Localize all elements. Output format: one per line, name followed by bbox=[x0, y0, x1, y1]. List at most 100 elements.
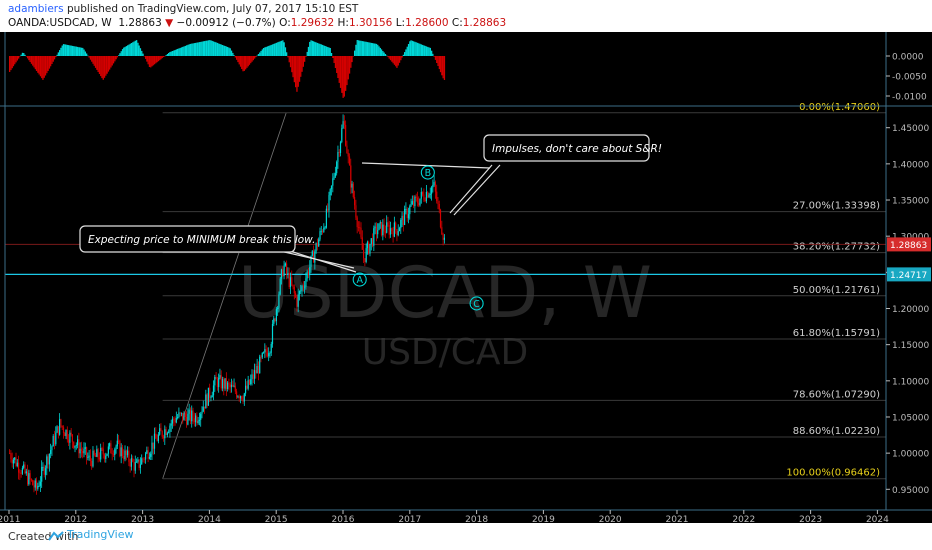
symbol-name[interactable]: OANDA:USDCAD, W bbox=[8, 17, 112, 29]
oscillator-bar bbox=[427, 46, 429, 56]
callout-pointer-line bbox=[361, 162, 491, 169]
candle-body bbox=[355, 205, 357, 218]
time-axis[interactable]: 2011 2012 2013 2014 2015 2016 2017 2018 2019 2020… bbox=[0, 509, 932, 523]
candle-body bbox=[256, 366, 258, 374]
fib-level-label[interactable]: 100.00%(0.96462) bbox=[786, 468, 880, 479]
fib-level-label[interactable]: 38.20%(1.27732) bbox=[793, 242, 880, 253]
callout-box-expecting[interactable] bbox=[79, 225, 296, 253]
candle-body bbox=[227, 382, 229, 389]
oscillator-bar bbox=[319, 43, 321, 56]
oscillator-bar bbox=[177, 48, 179, 56]
candle-body bbox=[437, 201, 439, 204]
candle-body bbox=[103, 454, 106, 459]
oscillator-bar bbox=[280, 40, 283, 56]
candle-body bbox=[287, 272, 289, 274]
fib-level-label[interactable]: 78.60%(1.07290) bbox=[793, 389, 880, 400]
wave-label-circle[interactable] bbox=[352, 272, 367, 287]
candle-body bbox=[266, 352, 268, 357]
fib-level-label[interactable]: 0.00%(1.47060) bbox=[799, 102, 880, 113]
oscillator-bar bbox=[247, 56, 249, 67]
price-tick-label: 1.20000 bbox=[892, 305, 929, 315]
oscillator-bar bbox=[180, 47, 183, 56]
oscillator-bar bbox=[333, 56, 335, 63]
oscillator-bar bbox=[289, 56, 292, 68]
wave-label-text[interactable]: A bbox=[356, 275, 363, 286]
price-tick-label: 1.15000 bbox=[892, 341, 929, 351]
tradingview-brand[interactable]: TradingView bbox=[67, 528, 134, 541]
candle-body bbox=[386, 222, 388, 233]
candle-body bbox=[254, 370, 256, 379]
oscillator-bar bbox=[192, 43, 194, 56]
candle-body bbox=[151, 442, 153, 454]
oscillator-bar bbox=[56, 54, 58, 56]
candle-body bbox=[352, 183, 354, 198]
callout-text-expecting[interactable]: Expecting price to MINIMUM break this lo… bbox=[88, 234, 315, 246]
candle-body bbox=[12, 459, 14, 464]
oscillator-bar bbox=[323, 45, 325, 56]
candle-body bbox=[302, 286, 304, 288]
fib-level-label[interactable]: 50.00%(1.21761) bbox=[793, 285, 880, 296]
oscillator-bar bbox=[262, 48, 265, 56]
candle-body bbox=[173, 418, 175, 421]
oscillator-bar bbox=[11, 56, 13, 69]
candle-body bbox=[250, 379, 252, 385]
candle-body bbox=[389, 228, 392, 235]
oscillator-pane[interactable] bbox=[9, 40, 446, 98]
oscillator-bar bbox=[314, 41, 316, 56]
fib-retracement[interactable]: 0.00%(1.47060) 27.00%(1.33398) 38.20%(1.27… bbox=[5, 102, 886, 480]
candle-body bbox=[218, 377, 220, 388]
chart-canvas[interactable]: USDCAD, W USD/CAD 0.00%(1.47060)27.00%(1… bbox=[0, 32, 932, 523]
wave-label-text[interactable]: B bbox=[425, 168, 432, 179]
candle-body bbox=[283, 265, 285, 277]
wave-label-text[interactable]: C bbox=[473, 299, 480, 310]
candle-body bbox=[442, 234, 444, 240]
oscillator-bar bbox=[232, 52, 234, 56]
high-value: 1.30156 bbox=[348, 17, 393, 29]
oscillator-bar bbox=[227, 47, 229, 56]
oscillator-bar bbox=[416, 42, 419, 56]
oscillator-bar bbox=[121, 49, 124, 56]
wave-label-circle[interactable] bbox=[469, 296, 484, 311]
candle-body bbox=[269, 352, 271, 354]
callout-box-impulses[interactable] bbox=[483, 134, 650, 162]
high-label: H: bbox=[337, 17, 349, 29]
candle-body bbox=[9, 453, 11, 454]
oscillator-bar bbox=[296, 56, 298, 92]
oscillator-bar bbox=[87, 55, 89, 57]
oscillator-bar bbox=[9, 56, 11, 72]
oscillator-bar bbox=[301, 56, 303, 72]
fib-level-label[interactable]: 88.60%(1.02230) bbox=[793, 426, 880, 437]
candle-body bbox=[46, 456, 48, 469]
candle-body bbox=[121, 447, 124, 456]
wave-label-circle[interactable] bbox=[420, 165, 435, 180]
oscillator-bar bbox=[337, 56, 339, 78]
candle-body bbox=[157, 434, 159, 442]
oscillator-bar bbox=[238, 56, 240, 65]
oscillator-bar bbox=[264, 47, 266, 56]
author-link[interactable]: adambiers bbox=[8, 3, 64, 15]
candle-body bbox=[301, 286, 303, 291]
oscillator-bar bbox=[278, 41, 280, 56]
oscillator-bar bbox=[127, 45, 129, 56]
candle-body bbox=[398, 228, 401, 232]
fib-level-label[interactable]: 27.00%(1.33398) bbox=[793, 201, 880, 212]
oscillator-bar bbox=[61, 45, 63, 56]
oscillator-bar bbox=[114, 56, 116, 62]
candle-body bbox=[23, 464, 25, 468]
candle-body bbox=[236, 391, 238, 398]
oscillator-bar bbox=[68, 45, 70, 56]
candle-body bbox=[83, 448, 85, 454]
fib-level-label[interactable]: 61.80%(1.15791) bbox=[793, 328, 880, 339]
oscillator-bar bbox=[132, 42, 134, 56]
price-axis[interactable]: 0.0000 -0.0050 -0.0100 1.45000 1.40000 1.3500… bbox=[0, 32, 932, 510]
oscillator-bar bbox=[47, 56, 49, 71]
candle-body bbox=[62, 427, 65, 433]
annotations[interactable]: Impulses, don't care about S&R! Expecting… bbox=[79, 134, 662, 311]
oscillator-bar bbox=[320, 44, 322, 56]
oscillator-bar bbox=[78, 47, 80, 56]
oscillator-bar bbox=[89, 56, 92, 60]
oscillator-bar bbox=[443, 56, 446, 80]
oscillator-bar bbox=[352, 56, 354, 57]
time-tick-label: 2014 bbox=[198, 515, 221, 523]
callout-text-impulses[interactable]: Impulses, don't care about S&R! bbox=[492, 143, 662, 155]
